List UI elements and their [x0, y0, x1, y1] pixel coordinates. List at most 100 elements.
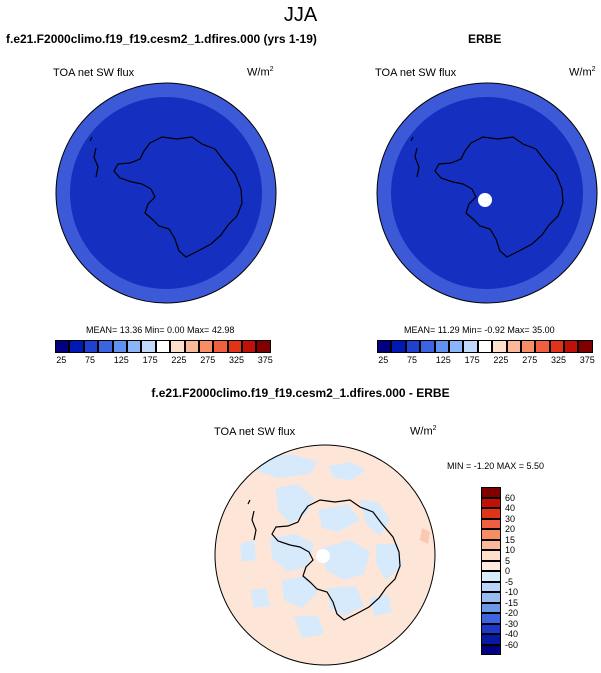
- colorbar-swatch: [112, 340, 127, 353]
- colorbar-tick-label: -15: [505, 597, 519, 608]
- colorbar-swatch: [377, 340, 392, 353]
- colorbar-tick-label: 325: [551, 355, 567, 365]
- colorbar-tick-label: 60: [505, 492, 516, 503]
- colorbar-tick-label: 225: [171, 355, 187, 365]
- colorbar-tick-label: -5: [505, 576, 514, 587]
- colorbar-swatch: [448, 340, 464, 353]
- positive-anomaly-patch: [420, 528, 430, 544]
- colorbar-swatch: [481, 644, 501, 655]
- colorbar-swatch: [481, 623, 501, 634]
- colorbar-tick-label: 25: [378, 355, 389, 365]
- colorbar-ticks-model: 25 75 125 175 225 275 325 375: [55, 355, 273, 367]
- colorbar-swatch: [481, 529, 501, 540]
- colorbar-tick-label: 375: [579, 355, 595, 365]
- colorbar-ticks-obs: 25 75 125 175 225 275 325 375: [377, 355, 595, 367]
- colorbar-swatch: [481, 602, 501, 613]
- colorbar-tick-label: 125: [113, 355, 129, 365]
- colorbar-tick-label: 275: [522, 355, 538, 365]
- units-label-obs: W/m2: [569, 66, 596, 79]
- colorbar-swatch: [98, 340, 113, 353]
- panel-title-obs: ERBE: [468, 32, 502, 46]
- panel-title-diff: f.e21.F2000climo.f19_f19.cesm2_1.dfires.…: [151, 386, 450, 400]
- colorbar-diff: [481, 487, 501, 655]
- colorbar-tick-label: 25: [56, 355, 67, 365]
- colorbar-swatch: [481, 592, 501, 603]
- colorbar-swatch: [170, 340, 185, 353]
- colorbar-swatch: [141, 340, 156, 353]
- colorbar-swatch: [506, 340, 521, 353]
- colorbar-swatch: [420, 340, 435, 353]
- colorbar-swatch: [481, 487, 501, 498]
- colorbar-swatch: [481, 613, 501, 624]
- stats-obs: MEAN= 11.29 Min= -0.92 Max= 35.00: [404, 325, 555, 335]
- colorbar-obs: [377, 340, 593, 353]
- missing-data-pole: [478, 193, 492, 207]
- colorbar-tick-label: 175: [142, 355, 158, 365]
- colorbar-ticks-diff: 60 40 30 20 15 10 5 0 -5 -10 -15 -20 -30 -40 -60: [503, 487, 533, 657]
- panel-title-model: f.e21.F2000climo.f19_f19.cesm2_1.dfires.…: [6, 32, 317, 46]
- colorbar-swatch: [481, 571, 501, 582]
- colorbar-swatch: [520, 340, 536, 353]
- colorbar-tick-label: -60: [505, 639, 519, 650]
- colorbar-swatch: [481, 508, 501, 519]
- colorbar-swatch: [213, 340, 228, 353]
- polar-map-obs: [376, 82, 598, 304]
- colorbar-tick-label: 225: [493, 355, 509, 365]
- units-label-diff: W/m2: [410, 425, 437, 438]
- colorbar-model: [55, 340, 271, 353]
- polar-map-model: [55, 82, 277, 304]
- negative-anomaly-patches: [240, 454, 402, 638]
- units-label-model: W/m2: [247, 66, 274, 79]
- colorbar-swatch: [564, 340, 579, 353]
- colorbar-swatch: [481, 560, 501, 571]
- field-label-model: TOA net SW flux: [53, 67, 135, 79]
- colorbar-swatch: [434, 340, 449, 353]
- colorbar-tick-label: 125: [435, 355, 451, 365]
- colorbar-tick-label: 40: [505, 503, 516, 513]
- colorbar-swatch: [69, 340, 84, 353]
- colorbar-tick-label: -10: [505, 587, 519, 597]
- colorbar-tick-label: 75: [85, 355, 96, 365]
- colorbar-tick-label: 30: [505, 513, 516, 524]
- stats-diff: MIN = -1.20 MAX = 5.50: [447, 461, 545, 471]
- colorbar-swatch: [481, 550, 501, 561]
- colorbar-tick-label: 175: [464, 355, 480, 365]
- field-label-obs: TOA net SW flux: [375, 67, 457, 79]
- page-title: JJA: [283, 4, 318, 26]
- inner-flux-region: [70, 97, 262, 289]
- antarctica-coastline: [410, 136, 564, 258]
- colorbar-swatch: [227, 340, 243, 353]
- colorbar-tick-label: 5: [505, 555, 511, 566]
- colorbar-swatch: [55, 340, 70, 353]
- colorbar-swatch: [477, 340, 493, 353]
- colorbar-tick-label: 10: [505, 545, 516, 555]
- colorbar-swatch: [126, 340, 142, 353]
- antarctica-coastline: [247, 499, 401, 621]
- missing-data-pole: [316, 549, 330, 563]
- colorbar-swatch: [242, 340, 257, 353]
- colorbar-tick-label: -20: [505, 608, 519, 618]
- colorbar-swatch: [256, 340, 271, 353]
- inner-flux-region: [391, 97, 583, 289]
- antarctica-coastline: [89, 136, 243, 258]
- colorbar-tick-label: -40: [505, 629, 519, 639]
- colorbar-swatch: [463, 340, 478, 353]
- colorbar-swatch: [481, 518, 501, 529]
- field-label-diff: TOA net SW flux: [214, 426, 296, 438]
- colorbar-swatch: [492, 340, 507, 353]
- colorbar-swatch: [405, 340, 421, 353]
- colorbar-swatch: [481, 634, 501, 645]
- colorbar-tick-label: -30: [505, 618, 519, 629]
- colorbar-swatch: [481, 497, 501, 508]
- colorbar-tick-label: 275: [200, 355, 216, 365]
- colorbar-swatch: [549, 340, 565, 353]
- colorbar-swatch: [578, 340, 593, 353]
- colorbar-tick-label: 0: [505, 566, 511, 576]
- colorbar-swatch: [391, 340, 406, 353]
- colorbar-swatch: [184, 340, 199, 353]
- colorbar-swatch: [481, 539, 501, 550]
- colorbar-swatch: [198, 340, 214, 353]
- stats-model: MEAN= 13.36 Min= 0.00 Max= 42.98: [86, 325, 235, 335]
- colorbar-swatch: [481, 581, 501, 592]
- polar-map-diff: [214, 444, 436, 666]
